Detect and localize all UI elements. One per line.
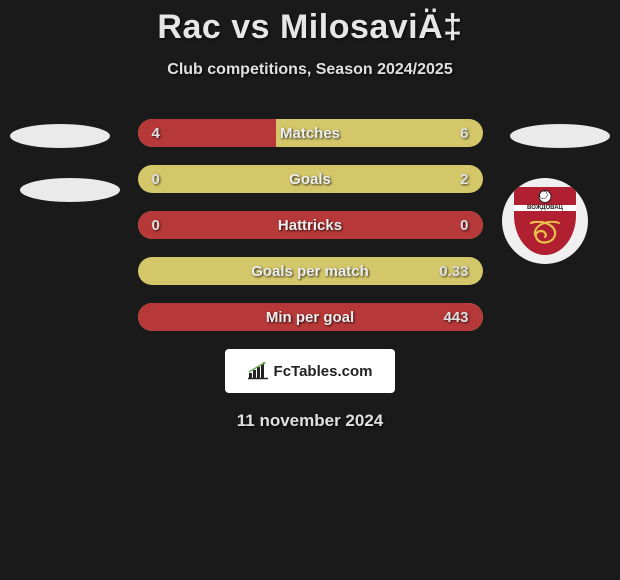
stat-label: Matches <box>138 125 483 142</box>
stat-row: Goals per match0.33 <box>138 257 483 285</box>
stat-label: Goals per match <box>138 263 483 280</box>
stat-label: Hattricks <box>138 217 483 234</box>
branding-box[interactable]: FcTables.com <box>225 349 395 393</box>
stat-value-right: 2 <box>460 171 468 188</box>
stat-value-right: 0.33 <box>439 263 468 280</box>
stat-label: Min per goal <box>138 309 483 326</box>
bar-chart-icon <box>248 362 270 380</box>
stat-value-right: 0 <box>460 217 468 234</box>
stat-row: 4Matches6 <box>138 119 483 147</box>
stat-value-right: 443 <box>443 309 468 326</box>
stat-value-right: 6 <box>460 125 468 142</box>
stat-row: 0Hattricks0 <box>138 211 483 239</box>
stat-row: 0Goals2 <box>138 165 483 193</box>
date-label: 11 november 2024 <box>0 411 620 431</box>
branding-text: FcTables.com <box>274 363 373 380</box>
page-subtitle: Club competitions, Season 2024/2025 <box>0 61 620 79</box>
stat-label: Goals <box>138 171 483 188</box>
shield-swirl-icon <box>527 221 563 247</box>
stat-row: Min per goal443 <box>138 303 483 331</box>
shield-text: ВОЖДОВАЦ <box>514 205 576 211</box>
page-title: Rac vs MilosaviÄ‡ <box>0 0 620 47</box>
